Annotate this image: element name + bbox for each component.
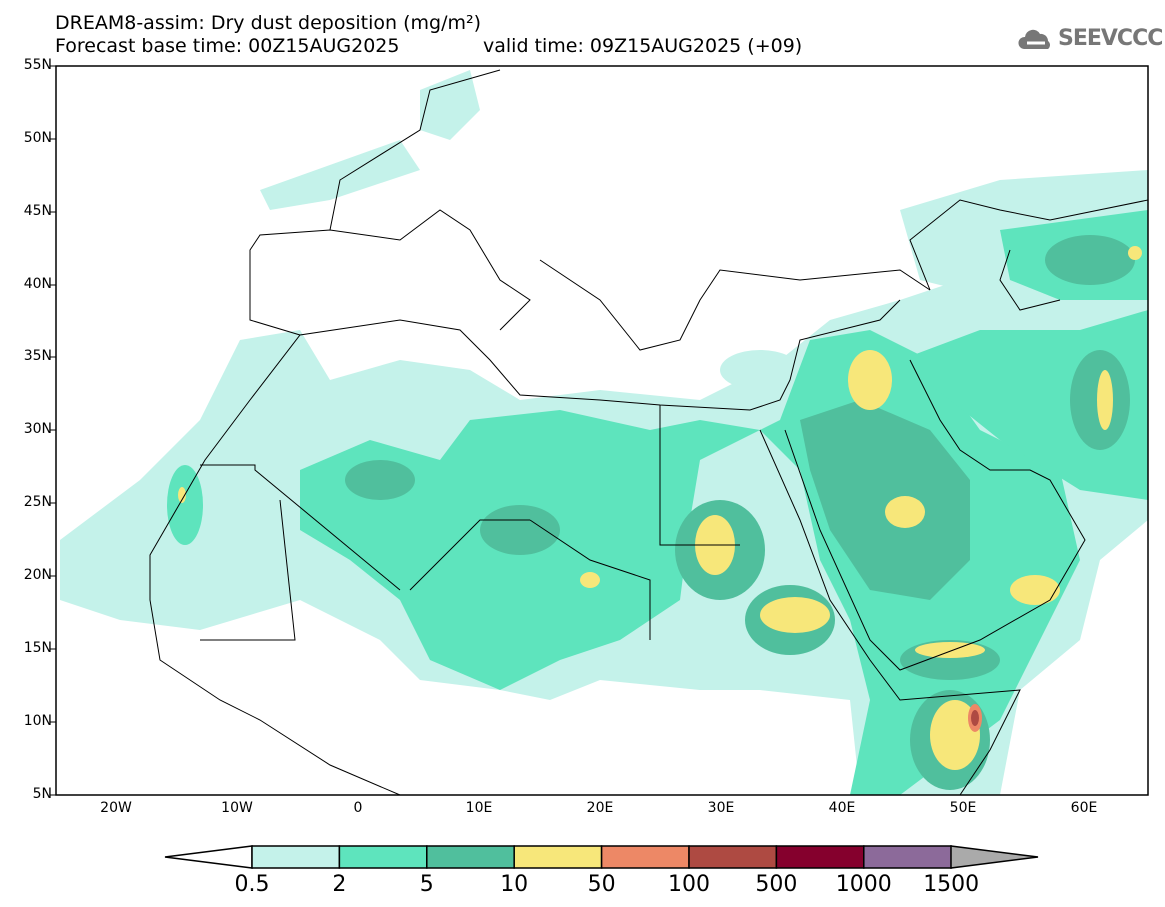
colorbar-swatch	[775, 845, 865, 869]
colorbar-swatch	[426, 845, 515, 869]
dust-level-100	[971, 710, 979, 726]
colorbar-swatch	[863, 845, 952, 869]
logo-text: SEEVCCC	[1058, 26, 1163, 51]
colorbar-label: 0.5	[234, 872, 270, 897]
colorbar-label: 2	[332, 872, 347, 897]
lon-label: 10W	[221, 800, 253, 816]
colorbar-swatch	[600, 845, 690, 869]
lat-label: 20N	[23, 567, 52, 583]
lon-label: 20W	[100, 800, 132, 816]
lat-label: 15N	[23, 640, 52, 656]
seevccc-logo: SEEVCCC	[1018, 26, 1163, 51]
lon-label: 60E	[1070, 800, 1098, 816]
colorbar-swatch	[688, 845, 778, 869]
colorbar-label: 50	[587, 872, 616, 897]
colorbar-swatch	[251, 845, 341, 869]
lat-label: 50N	[23, 130, 52, 146]
colorbar-label: 1000	[835, 872, 892, 897]
lat-label: 35N	[23, 348, 52, 364]
base-time: Forecast base time: 00Z15AUG2025	[55, 35, 400, 57]
colorbar-label: 100	[668, 872, 710, 897]
lat-label: 40N	[23, 276, 52, 292]
colorbar-label: 500	[755, 872, 798, 897]
lat-label: 30N	[23, 421, 52, 437]
dust-field	[60, 69, 1148, 795]
lat-label: 55N	[23, 57, 52, 73]
lat-label: 10N	[23, 713, 52, 729]
colorbar-swatch	[338, 845, 428, 869]
lon-label: 30E	[707, 800, 735, 816]
lon-label: 20E	[586, 800, 614, 816]
colorbar-label: 5	[419, 872, 434, 897]
colorbar-label: 10	[500, 872, 529, 897]
colorbar-swatch	[513, 845, 603, 869]
lon-label: 10E	[465, 800, 493, 816]
lon-label: 0	[353, 800, 363, 816]
lon-label: 50E	[949, 800, 977, 816]
coastlines	[149, 69, 1148, 795]
lat-label: 25N	[23, 494, 52, 510]
axis-ticks	[50, 65, 56, 796]
cloud-icon	[1018, 29, 1050, 49]
valid-time: valid time: 09Z15AUG2025 (+09)	[483, 35, 803, 57]
colorbar	[164, 845, 1039, 869]
lon-label: 40E	[828, 800, 856, 816]
lat-label: 45N	[23, 203, 52, 219]
colorbar-under	[164, 845, 253, 869]
colorbar-label: 1500	[923, 872, 980, 897]
lat-label: 5N	[32, 786, 52, 802]
colorbar-over	[950, 845, 1039, 869]
map-title: DREAM8-assim: Dry dust deposition (mg/m²…	[55, 12, 482, 34]
